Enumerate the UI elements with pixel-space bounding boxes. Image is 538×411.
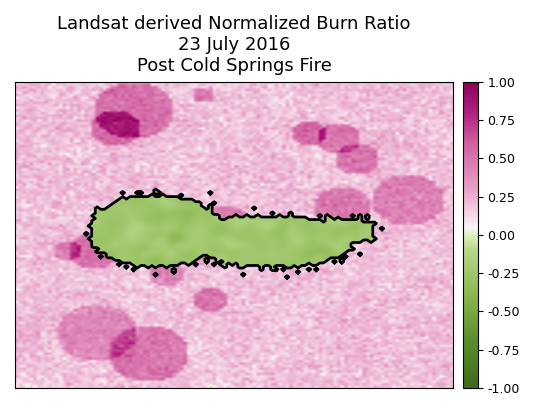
Title: Landsat derived Normalized Burn Ratio
23 July 2016
Post Cold Springs Fire: Landsat derived Normalized Burn Ratio 23… [58, 15, 411, 75]
